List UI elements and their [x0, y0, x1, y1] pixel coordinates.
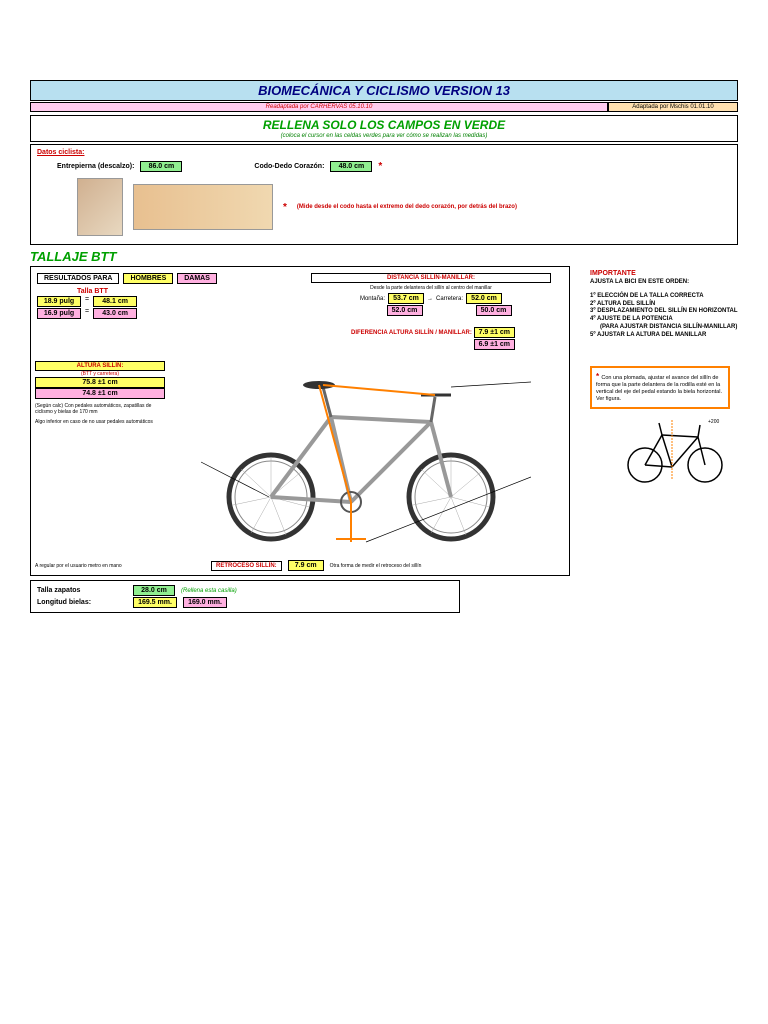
imp-sub: AJUSTA LA BICI EN ESTE ORDEN:: [590, 279, 760, 287]
retroceso-label: RETROCESO SILLÍN:: [211, 561, 282, 571]
codo-input[interactable]: 48.0 cm: [330, 161, 372, 172]
altura-note1: (Según calc) Con pedales automáticos, za…: [35, 403, 165, 415]
imp-5: 5º AJUSTAR LA ALTURA DEL MANILLAR: [590, 332, 760, 340]
carr-d: 50.0 cm: [476, 305, 512, 316]
retroceso-note: Otra forma de medir el retroceso del sil…: [330, 563, 422, 569]
mont-d: 52.0 cm: [387, 305, 423, 316]
imp-4: 4º AJUSTE DE LA POTENCIA: [590, 316, 760, 324]
zapatos-label: Talla zapatos: [37, 587, 127, 594]
bike-diagram: [201, 347, 531, 547]
altura-block: ALTURA SILLÍN: (BTT y carretera) 75.8 ±1…: [35, 361, 165, 425]
imp-4b: (PARA AJUSTAR DISTANCIA SILLÍN-MANILLAR): [600, 324, 760, 332]
importante-panel: IMPORTANTE AJUSTA LA BICI EN ESTE ORDEN:…: [590, 270, 760, 487]
altura-title: ALTURA SILLÍN:: [35, 361, 165, 371]
carr-h: 52.0 cm: [466, 293, 502, 304]
entrepierna-input[interactable]: 86.0 cm: [140, 161, 182, 172]
talla-d-cm: 43.0 cm: [93, 308, 137, 319]
distancia-block: DISTANCIA SILLÍN-MANILLAR: Desde la part…: [311, 273, 551, 316]
carretera-label: Carretera:: [436, 296, 463, 302]
bottom-inputs-box: Talla zapatos 28.0 cm (Rellena esta casi…: [30, 580, 460, 613]
zapatos-note: (Rellena esta casilla): [181, 588, 237, 594]
talla-d-pulg: 16.9 pulg: [37, 308, 81, 319]
altura-h: 75.8 ±1 cm: [35, 377, 165, 388]
instruction-main: RELLENA SOLO LOS CAMPOS EN VERDE: [33, 118, 735, 132]
bielas-d: 169.0 mm.: [183, 597, 227, 608]
instruction-sub: (coloca el cursor en las celdas verdes p…: [281, 133, 488, 139]
diff-label: DIFERENCIA ALTURA SILLÍN / MANILLAR:: [351, 330, 472, 336]
plomada-note-box: * Con una plomada, ajustar el avance del…: [590, 366, 730, 410]
small-bike-diagram: +200: [620, 415, 760, 487]
mont-h: 53.7 cm: [388, 293, 424, 304]
altura-note2: Algo inferior en caso de no usar pedales…: [35, 419, 165, 425]
dist-sub: Desde la parte delantera del sillín al c…: [311, 285, 551, 291]
credit-left: Readaptada por CARHERVAS 05.10.10: [30, 102, 608, 112]
results-label: RESULTADOS PARA: [37, 273, 119, 284]
bielas-h: 169.5 mm.: [133, 597, 177, 608]
entrepierna-label: Entrepierna (descalzo):: [57, 163, 134, 170]
svg-text:+200: +200: [708, 419, 719, 425]
damas-header: DAMAS: [177, 273, 217, 284]
zapatos-input[interactable]: 28.0 cm: [133, 585, 175, 596]
leg-measure-image: [77, 178, 123, 236]
main-results-box: RESULTADOS PARA HOMBRES DAMAS Talla BTT …: [30, 266, 570, 576]
montana-label: Montaña:: [360, 296, 385, 302]
retroceso-val: 7.9 cm: [288, 560, 324, 571]
page-title: BIOMECÁNICA Y CICLISMO VERSION 13: [30, 80, 738, 101]
asterisk-icon: *: [283, 202, 287, 213]
diff-h: 7.9 ±1 cm: [474, 327, 515, 338]
importante-title: IMPORTANTE: [590, 270, 760, 277]
dist-title: DISTANCIA SILLÍN-MANILLAR:: [311, 273, 551, 283]
altura-d: 74.8 ±1 cm: [35, 388, 165, 399]
datos-title: Datos ciclista:: [37, 149, 84, 156]
arm-measure-image: [133, 184, 273, 230]
talla-h-pulg: 18.9 pulg: [37, 296, 81, 307]
plomada-note: Con una plomada, ajustar el avance del s…: [596, 375, 722, 403]
credit-right: Adaptada por Mschis 01.01.10: [608, 102, 738, 112]
left-regulate-note: A regular por el usuario metro en mano: [35, 563, 155, 569]
codo-label: Codo-Dedo Corazón:: [254, 163, 324, 170]
datos-ciclista-section: Datos ciclista: Entrepierna (descalzo): …: [30, 144, 738, 245]
hombres-header: HOMBRES: [123, 273, 173, 284]
imp-1: 1º ELECCIÓN DE LA TALLA CORRECTA: [590, 293, 760, 301]
instruction-header: RELLENA SOLO LOS CAMPOS EN VERDE (coloca…: [30, 115, 738, 142]
imp-3: 3º DESPLAZAMIENTO DEL SILLÍN EN HORIZONT…: [590, 308, 760, 316]
tallaje-title: TALLAJE BTT: [30, 249, 738, 264]
bielas-label: Longitud bielas:: [37, 599, 127, 606]
asterisk-icon: *: [378, 161, 382, 172]
talla-h-cm: 48.1 cm: [93, 296, 137, 307]
measure-hint: (Mide desde el codo hasta el extremo del…: [297, 204, 517, 210]
